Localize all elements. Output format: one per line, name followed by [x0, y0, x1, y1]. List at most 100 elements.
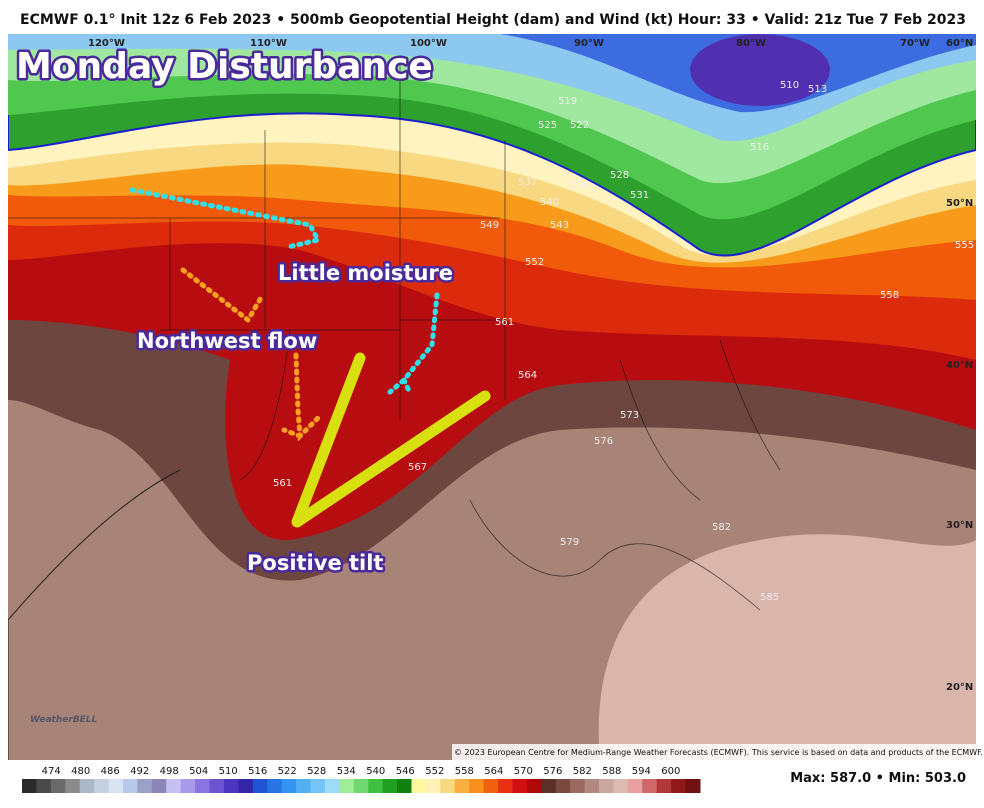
contour-label: 567 [408, 462, 427, 473]
header-right: Hour: 33 • Valid: 21z Tue 7 Feb 2023 [677, 12, 966, 28]
contour-label: 519 [558, 96, 577, 107]
colorbar-swatch [656, 779, 672, 793]
colorbar-swatch [526, 779, 542, 793]
colorbar-tick-label: 558 [455, 766, 474, 777]
colorbar-swatch [267, 779, 283, 793]
colorbar-tick-label: 528 [307, 766, 326, 777]
colorbar-swatch [570, 779, 586, 793]
latitude-label: 40°N [946, 360, 973, 371]
colorbar-swatch [411, 779, 427, 793]
colorbar-tick-label: 564 [484, 766, 503, 777]
colorbar-swatch [382, 779, 398, 793]
colorbar-swatch [685, 779, 701, 793]
contour-label: 564 [518, 370, 537, 381]
colorbar-swatch [425, 779, 441, 793]
contour-label: 582 [712, 522, 731, 533]
colorbar-swatch [50, 779, 66, 793]
colorbar-tick-label: 474 [42, 766, 61, 777]
contour-label: 579 [560, 537, 579, 548]
colorbar-tick-label: 576 [543, 766, 562, 777]
annotation: Positive tilt [247, 551, 383, 575]
colorbar-tick-label: 492 [130, 766, 149, 777]
colorbar-tick-label: 540 [366, 766, 385, 777]
colorbar-swatch [209, 779, 225, 793]
contour-label: 558 [880, 290, 899, 301]
contour-label: 561 [495, 317, 514, 328]
latitude-label: 20°N [946, 682, 973, 693]
contour-label: 543 [550, 220, 569, 231]
colorbar-swatch [555, 779, 571, 793]
contour-label: 540 [540, 197, 559, 208]
colorbar-swatch [180, 779, 196, 793]
colorbar-swatch [166, 779, 182, 793]
contour-label: 522 [570, 120, 589, 131]
arrows [129, 187, 491, 528]
colorbar: 474 480 486 492 498 504 510 516 522 528 534 540 546 5… [22, 766, 701, 793]
contour-label: 513 [808, 84, 827, 95]
latitude-label: 50°N [946, 198, 973, 209]
colorbar-swatch [79, 779, 95, 793]
contour-label: 552 [525, 257, 544, 268]
colorbar-swatch [454, 779, 470, 793]
colorbar-tick-label: 534 [337, 766, 356, 777]
contour-label: 510 [780, 80, 799, 91]
contour-label: 531 [630, 190, 649, 201]
colorbar-tick-label: 546 [396, 766, 415, 777]
contour-label: 537 [518, 177, 537, 188]
latitude-label: 60°N [946, 38, 973, 49]
colorbar-swatch [296, 779, 312, 793]
colorbar-swatch [108, 779, 124, 793]
colorbar-swatch [613, 779, 629, 793]
colorbar-swatch [195, 779, 211, 793]
colorbar-swatch [584, 779, 600, 793]
contour-label: 516 [750, 142, 769, 153]
colorbar-swatch [281, 779, 297, 793]
contour-label: 573 [620, 410, 639, 421]
longitude-label: 90°W [574, 38, 604, 49]
longitude-label: 120°W [88, 38, 125, 49]
colorbar-tick-label: 504 [189, 766, 208, 777]
colorbar-tick-label: 588 [602, 766, 621, 777]
longitude-label: 70°W [900, 38, 930, 49]
colorbar-swatch [151, 779, 167, 793]
colorbar-tick-label: 516 [248, 766, 267, 777]
colorbar-swatch [397, 779, 412, 793]
colorbar-tick-label: 582 [573, 766, 592, 777]
colorbar-swatch [94, 779, 110, 793]
colorbar-tick-label: 486 [101, 766, 120, 777]
contour-label: 534 [570, 180, 589, 191]
credit: WeatherBELL [30, 715, 98, 725]
contour-label: 585 [760, 592, 779, 603]
colorbar-swatch [642, 779, 658, 793]
colorbar-tick-label: 552 [425, 766, 444, 777]
colorbar-tick-label: 498 [160, 766, 179, 777]
longitude-label: 80°W [736, 38, 766, 49]
colorbar-swatch [469, 779, 485, 793]
height-field [8, 34, 976, 760]
colorbar-tick-label: 510 [219, 766, 238, 777]
copyright: © 2023 European Centre for Medium-Range … [454, 748, 983, 757]
colorbar-tick-label: 600 [661, 766, 680, 777]
longitude-label: 100°W [410, 38, 447, 49]
colorbar-swatch [252, 779, 268, 793]
map-title: Monday Disturbance [16, 46, 433, 87]
colorbar-swatch [65, 779, 81, 793]
colorbar-swatch [223, 779, 239, 793]
annotation: Little moisture [278, 261, 453, 285]
contour-label: 549 [480, 220, 499, 231]
colorbar-tick-label: 570 [514, 766, 533, 777]
colorbar-swatch [512, 779, 528, 793]
contour-label: 555 [955, 240, 974, 251]
contour-label: 528 [610, 170, 629, 181]
latitude-label: 30°N [946, 520, 973, 531]
colorbar-swatch [339, 779, 355, 793]
colorbar-tick-label: 480 [71, 766, 90, 777]
longitude-label: 110°W [250, 38, 287, 49]
contour-label: 525 [538, 120, 557, 131]
colorbar-swatch [483, 779, 499, 793]
header-left: ECMWF 0.1° Init 12z 6 Feb 2023 • 500mb G… [20, 12, 674, 28]
colorbar-swatch [440, 779, 456, 793]
colorbar-swatch [36, 779, 52, 793]
colorbar-tick-label: 594 [632, 766, 651, 777]
